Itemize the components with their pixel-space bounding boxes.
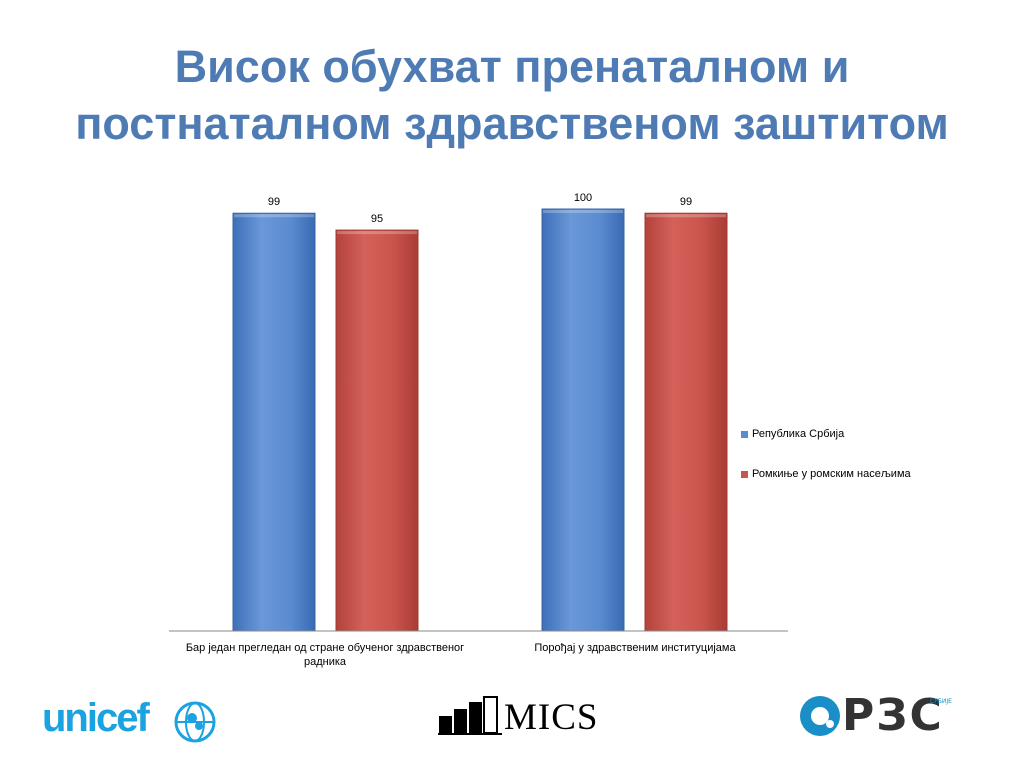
mics-bars-icon xyxy=(438,696,502,735)
bar-highlight xyxy=(337,231,417,235)
legend-swatch-blue xyxy=(741,430,748,438)
bar-romkinje-cat-1 xyxy=(335,229,419,632)
rzs-logo: РЗС xyxy=(842,690,944,741)
category-label-2-text: Порођај у здравственим институцијама xyxy=(534,642,736,654)
bar-highlight xyxy=(646,214,726,218)
unicef-logo: unicef xyxy=(42,696,150,741)
bar-srbija-cat-2 xyxy=(541,208,625,632)
category-label-2: Порођај у здравственим институцијама xyxy=(490,641,780,655)
data-label-srbija-cat-2: 100 xyxy=(574,192,592,204)
mics-logo: MICS xyxy=(504,696,598,739)
bar-srbija-cat-1 xyxy=(232,212,316,632)
slide-title: Висок обухват пренаталном и постнаталном… xyxy=(0,38,1024,152)
unicef-globe-icon xyxy=(174,701,216,743)
unicef-logo-text: unicef xyxy=(42,696,150,740)
rzs-logo-subtitle: СРБИЈЕ xyxy=(930,698,952,705)
bar-highlight xyxy=(543,210,623,213)
data-label-romkinje-cat-1: 95 xyxy=(371,213,383,225)
legend-item-romkinje: Ромкиње у ромским насељима xyxy=(741,466,911,482)
data-label-romkinje-cat-2: 99 xyxy=(680,196,692,208)
chart-legend: Република Србија Ромкиње у ромским насељ… xyxy=(741,426,911,506)
category-label-1-line-2: радника xyxy=(303,656,347,668)
slide-title-line-1: Висок обухват пренаталном и xyxy=(174,41,850,92)
legend-swatch-red xyxy=(741,470,748,478)
bar-highlight xyxy=(234,214,314,218)
rzs-dot-icon xyxy=(800,696,840,736)
legend-item-srbija: Република Србија xyxy=(741,426,911,442)
bar-romkinje-cat-2 xyxy=(644,212,728,632)
rzs-logo-text: РЗС xyxy=(842,690,944,741)
slide-title-line-2: постнаталном здравственом заштитом xyxy=(75,98,949,149)
category-label-1: Бар један прегледан од стране обученог з… xyxy=(160,641,490,669)
category-label-1-line-1: Бар један прегледан од стране обученог з… xyxy=(185,642,465,654)
data-label-srbija-cat-1: 99 xyxy=(268,196,280,208)
legend-label-romkinje: Ромкиње у ромским насељима xyxy=(752,468,911,480)
mics-logo-text: MICS xyxy=(504,697,599,738)
legend-label-srbija: Република Србија xyxy=(752,428,845,440)
